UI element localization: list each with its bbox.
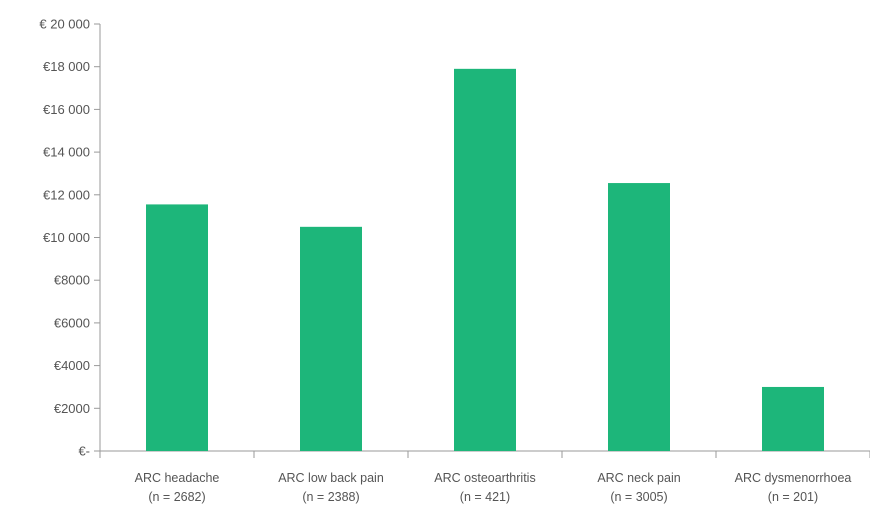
x-category-label: ARC osteoarthritis: [434, 471, 535, 485]
x-category-label: (n = 3005): [610, 490, 667, 504]
y-tick-label: €8000: [54, 273, 90, 288]
axes: [94, 23, 870, 458]
bar: [300, 226, 362, 451]
x-category-label: ARC dysmenorrhoea: [735, 471, 852, 485]
y-tick-label: €18 000: [43, 59, 90, 74]
bar: [454, 68, 516, 452]
bar: [146, 204, 208, 451]
y-tick-label: €6000: [54, 315, 90, 330]
x-category-label: ARC low back pain: [278, 471, 384, 485]
y-tick-label: €14 000: [43, 145, 90, 160]
y-tick-label: €12 000: [43, 187, 90, 202]
bar: [762, 386, 824, 451]
y-tick-label: € 20 000: [39, 17, 90, 32]
y-tick-label: €10 000: [43, 230, 90, 245]
bar: [608, 183, 670, 451]
y-tick-label: €4000: [54, 358, 90, 373]
x-category-label: ARC headache: [135, 471, 220, 485]
x-category-label: (n = 201): [768, 490, 818, 504]
x-category-label: (n = 2682): [148, 490, 205, 504]
y-tick-label: €2000: [54, 401, 90, 416]
y-tick-labels: €- €2000 €4000 €6000 €8000 €10 000 €12 000 €14 …: [39, 17, 90, 459]
y-tick-label: €-: [78, 444, 90, 459]
x-category-label: (n = 2388): [302, 490, 359, 504]
y-tick-label: €16 000: [43, 102, 90, 117]
x-category-label: (n = 421): [460, 490, 510, 504]
x-category-labels: ARC headache (n = 2682) ARC low back pain (…: [135, 471, 852, 504]
x-category-label: ARC neck pain: [597, 471, 680, 485]
bars: [146, 68, 824, 452]
